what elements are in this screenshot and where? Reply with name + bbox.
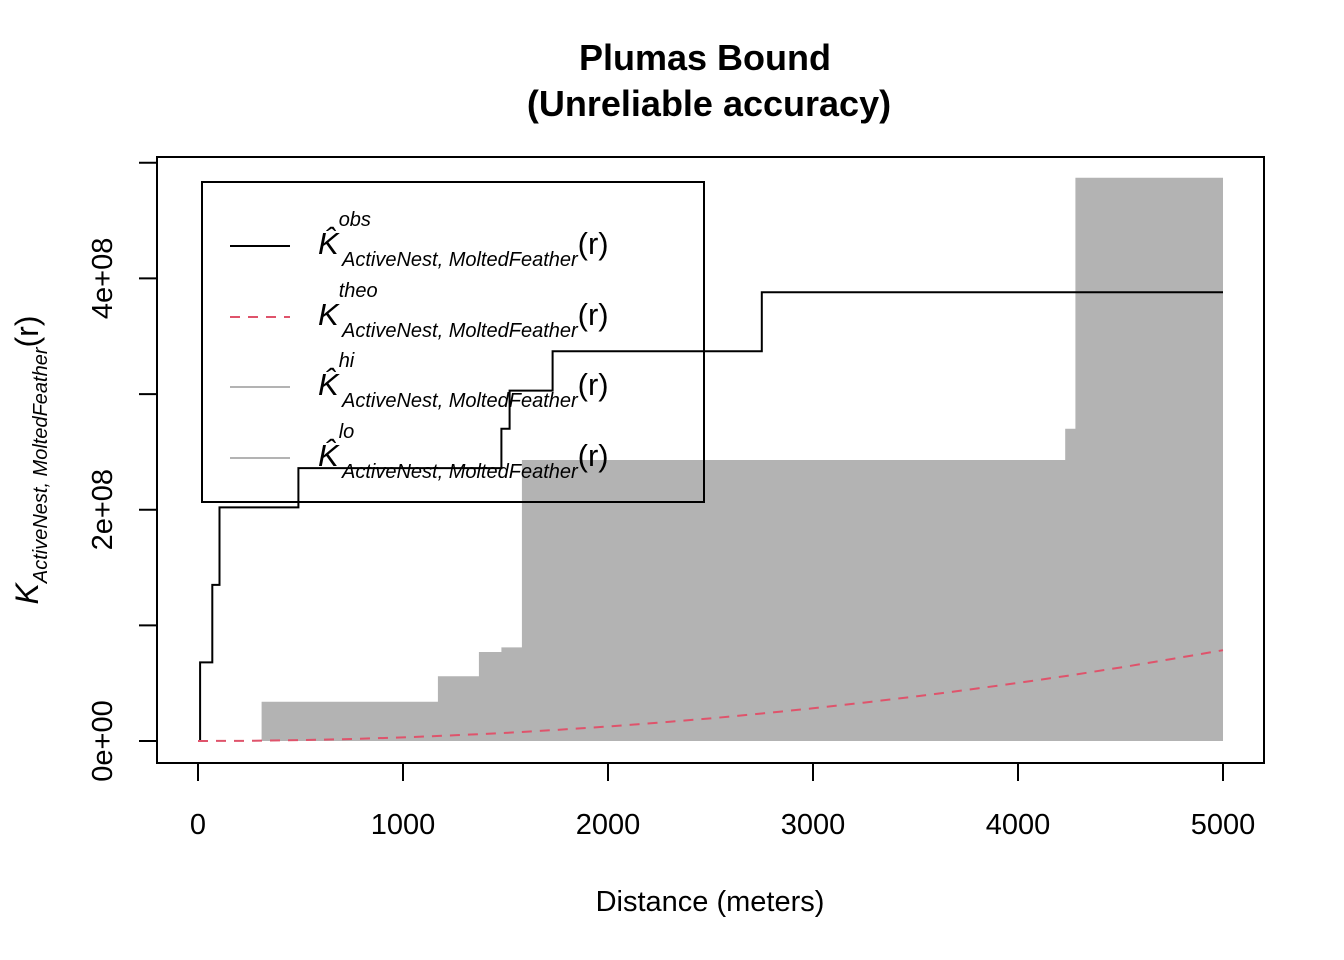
- x-axis-label: Distance (meters): [596, 886, 825, 918]
- y-axis: 0e+00 2e+08 4e+08: [87, 161, 158, 782]
- y-tick-label: 4e+08: [87, 238, 119, 319]
- x-tick-label: 1000: [371, 809, 436, 841]
- y-axis-label: KActiveNest, MoltedFeather(r): [9, 316, 52, 605]
- y-axis-label-arg: (r): [9, 316, 45, 348]
- envelope-band: [198, 177, 1223, 742]
- legend-label: K̂lo ActiveNest, MoltedFeather(r): [318, 421, 609, 483]
- x-tick-label: 2000: [576, 809, 641, 841]
- legend-label: K̂obs ActiveNest, MoltedFeather(r): [318, 209, 609, 271]
- plot-area: [197, 177, 1224, 742]
- series-line-theo: [197, 649, 1224, 742]
- chart-title-line-1: Plumas Bound: [579, 37, 831, 78]
- chart-title-line-2: (Unreliable accuracy): [527, 83, 891, 124]
- series-line-obs: [198, 291, 1223, 742]
- x-axis: 0 1000 2000 3000 4000 5000: [190, 762, 1256, 841]
- y-tick-label: 2e+08: [87, 469, 119, 550]
- x-tick-label: 3000: [781, 809, 846, 841]
- x-tick-label: 0: [190, 809, 206, 841]
- legend-label: K̂hi ActiveNest, MoltedFeather(r): [318, 350, 609, 412]
- legend-label: Ktheo ActiveNest, MoltedFeather(r): [318, 280, 609, 342]
- x-tick-label: 5000: [1191, 809, 1256, 841]
- x-tick-label: 4000: [986, 809, 1051, 841]
- y-tick-label: 0e+00: [87, 700, 119, 781]
- legend-box: [201, 181, 705, 503]
- y-axis-label-sub: ActiveNest, MoltedFeather: [30, 346, 52, 584]
- legend: K̂obs ActiveNest, MoltedFeather(r) Ktheo Ac…: [201, 181, 705, 503]
- y-axis-label-main: K: [9, 581, 45, 604]
